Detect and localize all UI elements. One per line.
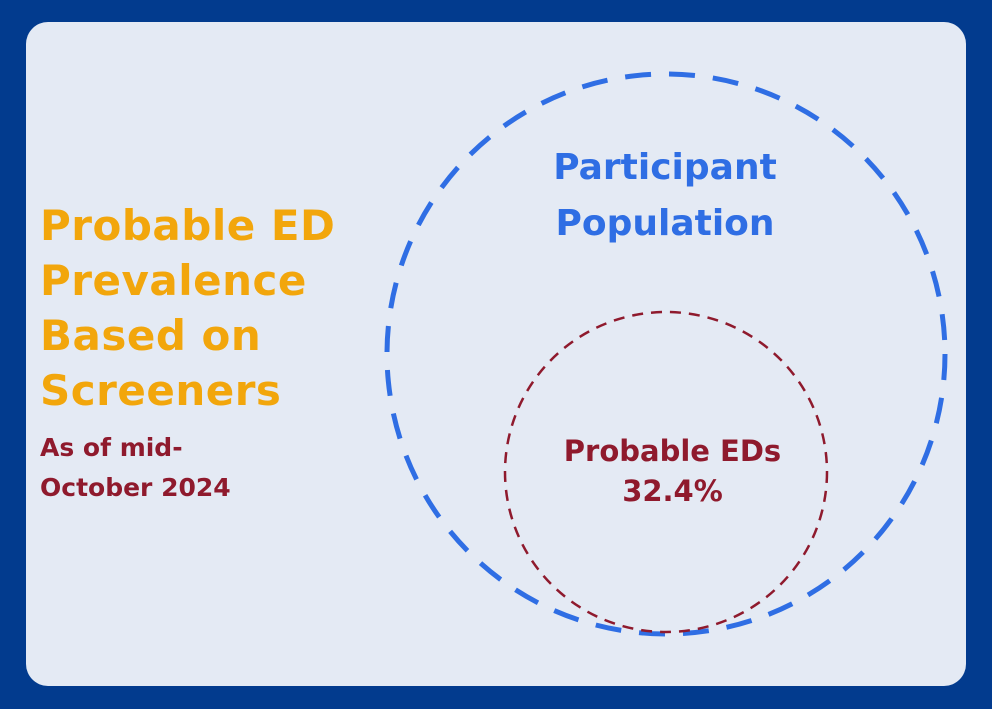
participant-population-label: Participant Population [553, 147, 777, 244]
page-title: Probable ED Prevalence Based on Screener… [40, 201, 336, 415]
participant-population-circle [384, 71, 948, 637]
date-subtitle: As of mid-October 2024 [40, 433, 231, 502]
probable-eds-circle [503, 310, 829, 634]
probable-eds-label: Probable EDs 32.4% [530, 431, 815, 511]
probable-eds-name: Probable EDs [563, 434, 782, 468]
probable-eds-value: 32.4% [622, 474, 723, 508]
